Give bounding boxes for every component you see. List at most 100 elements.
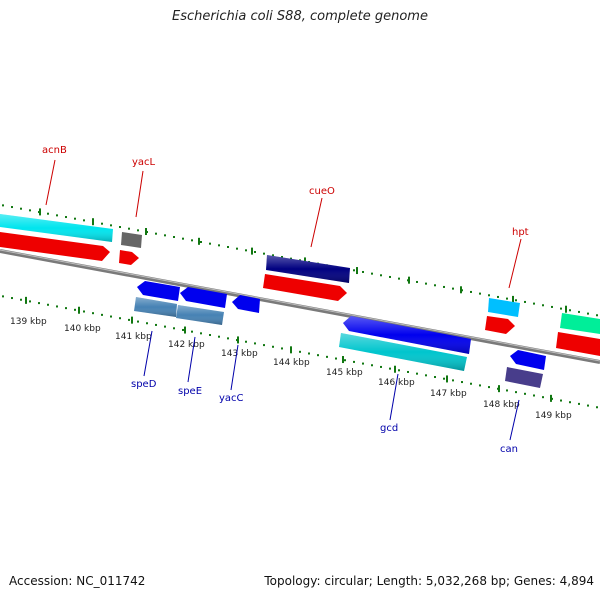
minor-tick: [137, 320, 139, 323]
feature-cueO-inner[interactable]: [263, 274, 347, 301]
minor-tick: [56, 305, 58, 308]
feature-hpt-outer[interactable]: [488, 298, 520, 317]
gene-label-hpt[interactable]: hpt: [512, 227, 529, 238]
minor-tick: [533, 394, 535, 397]
minor-tick: [83, 310, 85, 313]
ruler-label: 144 kbp: [273, 358, 310, 368]
ruler-label: 149 kbp: [535, 411, 572, 421]
minor-tick: [398, 277, 400, 280]
minor-tick: [371, 272, 373, 275]
major-tick: [498, 385, 500, 393]
major-tick: [39, 208, 41, 216]
gene-label-speE[interactable]: speE: [178, 386, 202, 397]
gene-label-acnB[interactable]: acnB: [42, 145, 67, 156]
feature-yacL-outer[interactable]: [121, 232, 142, 248]
minor-tick: [254, 250, 256, 253]
minor-tick: [560, 307, 562, 310]
ruler-label: 148 kbp: [483, 400, 520, 410]
minor-tick: [443, 285, 445, 288]
minor-tick: [29, 209, 31, 212]
minor-tick: [290, 257, 292, 260]
gene-label-gcd[interactable]: gcd: [380, 423, 398, 434]
minor-tick: [137, 229, 139, 232]
minor-tick: [326, 355, 328, 358]
lower-tick-track: [2, 295, 598, 409]
leader-hpt: [508, 238, 522, 289]
minor-tick: [65, 307, 67, 310]
label-leaders: [45, 159, 522, 441]
gene-label-yacC[interactable]: yacC: [219, 393, 244, 404]
feature-shading: [0, 214, 471, 371]
feature-speE-inner[interactable]: [180, 287, 227, 308]
major-tick: [460, 286, 462, 294]
minor-tick: [506, 297, 508, 300]
feature-hpt-inner[interactable]: [485, 316, 515, 334]
minor-tick: [515, 299, 517, 302]
ruler-label: 145 kbp: [326, 368, 363, 378]
minor-tick: [110, 224, 112, 227]
minor-tick: [209, 242, 211, 245]
feature-right-inner[interactable]: [556, 332, 600, 356]
minor-tick: [155, 232, 157, 235]
major-tick: [145, 228, 147, 236]
major-tick: [304, 257, 306, 265]
minor-tick: [578, 402, 580, 405]
ruler-label: 139 kbp: [10, 317, 47, 327]
minor-tick: [506, 389, 508, 392]
minor-tick: [425, 282, 427, 285]
minor-tick: [587, 312, 589, 315]
feature-speD-inner[interactable]: [137, 281, 180, 301]
minor-tick: [164, 234, 166, 237]
upper-tick-track: [2, 204, 598, 317]
gene-labels: acnB yacL cueO hpt speD speE yacC gcd ca…: [42, 145, 529, 455]
minor-tick: [20, 298, 22, 301]
minor-tick: [479, 384, 481, 387]
minor-tick: [227, 245, 229, 248]
minor-tick: [11, 297, 13, 300]
feature-right-outer[interactable]: [560, 313, 600, 334]
ruler-label: 141 kbp: [115, 332, 152, 342]
minor-tick: [407, 370, 409, 373]
feature-can-outer[interactable]: [505, 367, 543, 388]
major-tick: [25, 296, 27, 304]
minor-tick: [245, 340, 247, 343]
minor-tick: [461, 381, 463, 384]
gene-label-can[interactable]: can: [500, 444, 518, 455]
minor-tick: [218, 335, 220, 338]
minor-tick: [479, 292, 481, 295]
minor-tick: [272, 254, 274, 257]
ruler-label: 147 kbp: [430, 389, 467, 399]
feature-can-inner[interactable]: [510, 350, 546, 370]
major-tick: [78, 306, 80, 314]
ruler-label: 143 kbp: [221, 349, 258, 359]
minor-tick: [560, 399, 562, 402]
major-tick: [342, 356, 344, 364]
accession-text: Accession: NC_011742: [9, 574, 146, 588]
minor-tick: [443, 377, 445, 380]
leader-yacC: [230, 344, 239, 391]
feature-yacC-inner[interactable]: [232, 295, 260, 313]
major-tick: [394, 365, 396, 373]
feature-yacL-inner[interactable]: [119, 250, 139, 265]
minor-tick: [164, 325, 166, 328]
minor-tick: [470, 382, 472, 385]
minor-tick: [191, 239, 193, 242]
ruler-label: 142 kbp: [168, 340, 205, 350]
minor-tick: [425, 374, 427, 377]
minor-tick: [353, 360, 355, 363]
minor-tick: [254, 342, 256, 345]
leader-cueO: [310, 197, 323, 248]
minor-tick: [83, 219, 85, 222]
feature-acnB-inner[interactable]: [0, 232, 110, 261]
gene-label-speD[interactable]: speD: [131, 379, 157, 390]
minor-tick: [56, 214, 58, 217]
minor-tick: [308, 352, 310, 355]
minor-tick: [317, 354, 319, 357]
minor-tick: [47, 303, 49, 306]
gene-label-yacL[interactable]: yacL: [132, 157, 156, 168]
minor-tick: [335, 357, 337, 360]
leader-speE: [187, 336, 196, 383]
gene-label-cueO[interactable]: cueO: [309, 186, 335, 197]
leader-gcd: [389, 373, 399, 421]
minor-tick: [551, 305, 553, 308]
